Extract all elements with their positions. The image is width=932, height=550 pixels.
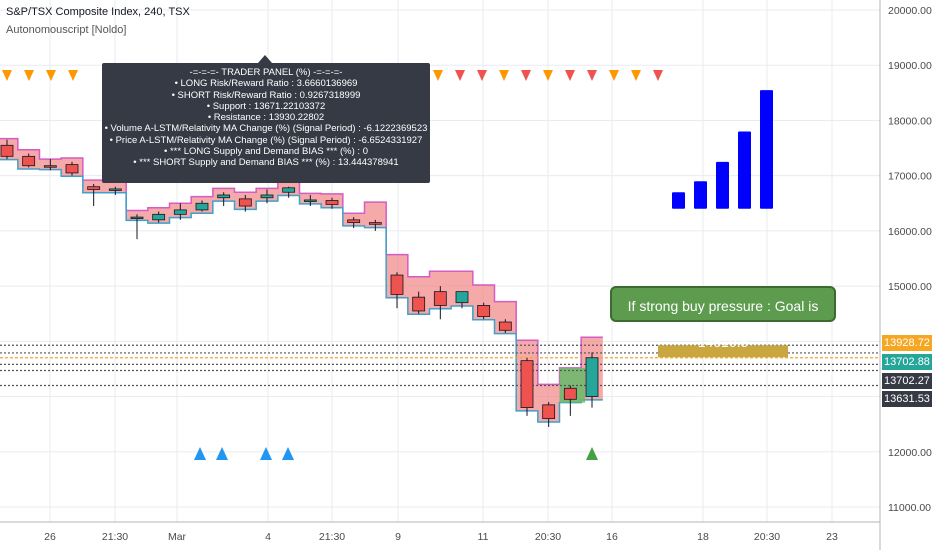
x-tick-label: 23 bbox=[826, 531, 838, 543]
price-tag: 13702.27 bbox=[882, 373, 932, 389]
candle-up bbox=[260, 194, 274, 199]
x-tick-label: 16 bbox=[606, 531, 618, 543]
y-tick-label: 20000.00 bbox=[888, 5, 932, 17]
candle-down bbox=[87, 186, 101, 190]
signal-triangle-down bbox=[521, 70, 531, 81]
indicator-name: Autonomouscript [Noldo] bbox=[6, 24, 127, 36]
x-tick-label: 4 bbox=[265, 531, 271, 543]
candle-up bbox=[108, 188, 122, 191]
candle-down bbox=[563, 387, 577, 400]
support-zone bbox=[658, 345, 788, 358]
x-tick-label: Mar bbox=[168, 531, 187, 543]
signal-triangle-down bbox=[455, 70, 465, 81]
y-tick-label: 12000.00 bbox=[888, 447, 932, 459]
y-tick-label: 18000.00 bbox=[888, 115, 932, 127]
candle-down bbox=[412, 296, 426, 312]
candle-down bbox=[368, 222, 382, 225]
panel-line: -=-=-=- TRADER PANEL (%) -=-=-=- bbox=[189, 67, 343, 78]
x-tick-label: 20:30 bbox=[754, 531, 780, 543]
y-tick-label: 15000.00 bbox=[888, 281, 932, 293]
panel-line: • Volume A-LSTM/Relativity MA Change (%)… bbox=[104, 123, 428, 135]
x-tick-label: 21:30 bbox=[102, 531, 128, 543]
signal-triangle-up bbox=[194, 447, 206, 460]
candle-down bbox=[43, 165, 57, 168]
signal-triangle-up bbox=[260, 447, 272, 460]
candle-up bbox=[152, 213, 166, 221]
candle-up bbox=[195, 202, 209, 211]
y-tick-label: 19000.00 bbox=[888, 60, 932, 72]
signal-triangle-down bbox=[543, 70, 553, 81]
signal-triangle-down bbox=[631, 70, 641, 81]
candle-down bbox=[22, 155, 36, 167]
y-tick-label: 17000.00 bbox=[888, 171, 932, 183]
candle-down bbox=[477, 305, 491, 317]
panel-line: • *** SHORT Supply and Demand BIAS *** (… bbox=[133, 157, 399, 169]
candle-down bbox=[498, 321, 512, 331]
signal-triangle-down bbox=[609, 70, 619, 81]
candle-down bbox=[520, 360, 534, 408]
signal-triangle-up bbox=[216, 447, 228, 460]
signal-triangle-down bbox=[565, 70, 575, 81]
candle-up bbox=[585, 357, 599, 397]
panel-line: • *** LONG Supply and Demand BIAS *** (%… bbox=[164, 146, 368, 158]
candle-up bbox=[282, 187, 296, 193]
signal-triangle-down bbox=[433, 70, 443, 81]
trader-panel: -=-=-=- TRADER PANEL (%) -=-=-=- • LONG … bbox=[102, 63, 430, 183]
price-tag: 13928.72 bbox=[882, 335, 932, 351]
strength-bar bbox=[760, 90, 773, 209]
panel-line: • Support : 13671.22103372 bbox=[206, 100, 326, 112]
y-tick-label: 16000.00 bbox=[888, 226, 932, 238]
candle-up bbox=[130, 216, 144, 219]
panel-line: • Resistance : 13930.22802 bbox=[207, 112, 325, 124]
signal-triangle-down bbox=[499, 70, 509, 81]
y-tick-label: 11000.00 bbox=[888, 502, 931, 514]
price-tag: 13631.53 bbox=[882, 391, 932, 407]
signal-triangle-down bbox=[653, 70, 663, 81]
signal-triangle-up bbox=[586, 447, 598, 460]
goal-label: If strong buy pressure : Goal is 14610.5 bbox=[610, 286, 836, 350]
candle-down bbox=[325, 200, 339, 205]
signal-triangle-down bbox=[587, 70, 597, 81]
candle-down bbox=[347, 219, 361, 224]
candle-down bbox=[0, 144, 14, 157]
candle-up bbox=[217, 194, 231, 199]
signal-triangle-down bbox=[24, 70, 34, 81]
x-tick-label: 9 bbox=[395, 531, 401, 543]
panel-pointer bbox=[258, 55, 272, 63]
strength-bar bbox=[716, 161, 729, 209]
chart-title: S&P/TSX Composite Index, 240, TSX bbox=[6, 6, 190, 18]
candle-down bbox=[390, 274, 404, 295]
x-tick-label: 18 bbox=[697, 531, 709, 543]
x-tick-label: 20:30 bbox=[535, 531, 561, 543]
panel-line: • LONG Risk/Reward Ratio : 3.6660136969 bbox=[174, 78, 358, 90]
x-tick-label: 26 bbox=[44, 531, 56, 543]
signal-triangle-down bbox=[2, 70, 12, 81]
signal-triangle-down bbox=[68, 70, 78, 81]
panel-line: • Price A-LSTM/Relativity MA Change (%) … bbox=[109, 134, 423, 146]
candle-down bbox=[65, 164, 79, 174]
panel-line: • SHORT Risk/Reward Ratio : 0.9267318999 bbox=[171, 89, 361, 101]
candle-up bbox=[455, 291, 469, 304]
signal-triangle-down bbox=[477, 70, 487, 81]
x-tick-label: 11 bbox=[478, 531, 489, 543]
price-tag: 13702.88 bbox=[882, 354, 932, 370]
band-lower-line bbox=[0, 158, 603, 423]
candle-down bbox=[238, 198, 252, 207]
signal-triangle-down bbox=[46, 70, 56, 81]
candle-down bbox=[433, 291, 447, 306]
candle-up bbox=[173, 209, 187, 215]
trend-band bbox=[0, 138, 603, 422]
strength-bar bbox=[694, 181, 707, 209]
strength-bar bbox=[738, 131, 751, 209]
x-tick-label: 21:30 bbox=[319, 531, 345, 543]
strength-bar bbox=[672, 192, 685, 209]
signal-triangle-up bbox=[282, 447, 294, 460]
candle-down bbox=[542, 404, 556, 420]
candle-up bbox=[303, 199, 317, 202]
